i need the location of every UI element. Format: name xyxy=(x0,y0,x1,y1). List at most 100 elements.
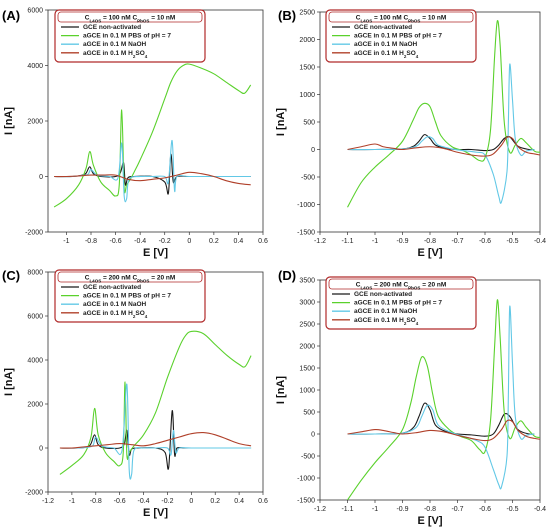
y-tick-label: 4000 xyxy=(27,358,43,365)
legend-box xyxy=(54,9,206,63)
legend-entry: aGCE in 0.1 M H2SO4 xyxy=(354,317,419,326)
y-tick-label: 1500 xyxy=(299,65,315,72)
x-tick-label: 0.2 xyxy=(210,498,220,505)
x-tick-label: -0.6 xyxy=(479,238,491,245)
y-tick-label: 0 xyxy=(311,432,315,439)
y-tick-label: 1000 xyxy=(299,388,315,395)
x-tick-label: -1.2 xyxy=(314,238,326,245)
y-tick-label: -1000 xyxy=(297,202,315,209)
x-tick-label: 0.2 xyxy=(209,238,219,245)
x-tick-label: -0.7 xyxy=(451,506,463,513)
series-line-agce-in-0-1-m-h2so4 xyxy=(347,136,540,157)
x-tick-label: -0.6 xyxy=(479,506,491,513)
panel-b: -1.2 -1.1 -1 -0.9 -0.8 -0.7 -0.6 -0.5 -0.4 -1500 -… xyxy=(275,8,546,259)
y-tick-label: 500 xyxy=(303,120,315,127)
x-tick-label: -0.9 xyxy=(396,238,408,245)
x-tick-label: -1.1 xyxy=(341,238,353,245)
x-tick-label: -0.4 xyxy=(134,238,146,245)
y-tick-label: -2000 xyxy=(25,490,43,497)
x-tick-label: -0.2 xyxy=(159,238,171,245)
x-tick-label: 0 xyxy=(187,238,191,245)
y-tick-label: -500 xyxy=(301,175,315,182)
x-tick-label: -0.8 xyxy=(85,238,97,245)
y-tick-label: 2000 xyxy=(27,402,43,409)
series-group xyxy=(347,299,540,500)
x-axis-label: E [V] xyxy=(417,247,442,259)
y-tick-label: 3500 xyxy=(299,278,315,285)
legend-title: CL4OS = 100 nM CPbOS = 10 nM xyxy=(85,15,176,24)
x-tick-label: -0.6 xyxy=(114,498,126,505)
y-axis-label: I [nA] xyxy=(275,376,287,404)
y-tick-label: 0 xyxy=(311,147,315,154)
legend-entry: aGCE in 0.1 M PBS of pH = 7 xyxy=(354,300,442,307)
legend-entry: GCE non-activated xyxy=(83,284,141,291)
legend-title-box xyxy=(328,11,474,23)
legend-entry: aGCE in 0.1 M PBS of pH = 7 xyxy=(83,33,171,40)
y-tick-label: 500 xyxy=(303,410,315,417)
x-tick-label: -0.6 xyxy=(110,238,122,245)
y-tick-label: 3000 xyxy=(299,300,315,307)
legend-entry: GCE non-activated xyxy=(83,24,141,31)
y-tick-label: 2000 xyxy=(299,37,315,44)
series-line-gce-non-activated xyxy=(347,402,535,437)
y-tick-label: 1000 xyxy=(299,92,315,99)
x-tick-label: -0.8 xyxy=(424,506,436,513)
legend-box xyxy=(325,9,477,63)
x-tick-label: -0.4 xyxy=(534,238,546,245)
x-tick-label: -0.5 xyxy=(506,506,518,513)
panel-label: (B) xyxy=(278,8,296,23)
x-tick-label: -0.7 xyxy=(451,238,463,245)
panel-d: -1.2 -1.1 -1 -0.9 -0.8 -0.7 -0.6 -0.5 -0.4 -1500 -… xyxy=(275,268,546,527)
legend-entry: GCE non-activated xyxy=(354,291,412,298)
legend-title-box xyxy=(328,278,474,290)
legend-title-box xyxy=(57,11,203,23)
y-axis-label: I [nA] xyxy=(3,368,15,396)
panel-a: -1 -0.8 -0.6 -0.4 -0.2 0 0.2 0.4 0.6 -2000 0 2000 40… xyxy=(2,8,268,260)
series-group xyxy=(59,330,252,480)
y-tick-label: 0 xyxy=(39,446,43,453)
x-tick-label: -0.4 xyxy=(138,498,150,505)
legend-entry: aGCE in 0.1 M NaOH xyxy=(354,308,418,315)
legend-entry: aGCE in 0.1 M H2SO4 xyxy=(83,50,148,59)
y-tick-label: 2000 xyxy=(27,119,43,126)
x-tick-label: -1.1 xyxy=(341,506,353,513)
y-tick-label: 0 xyxy=(39,174,43,181)
y-tick-label: 2500 xyxy=(299,10,315,17)
y-tick-label: 2500 xyxy=(299,322,315,329)
legend-title: CL4OS = 100 nM CPbOS = 10 nM xyxy=(356,15,447,24)
y-tick-label: -1000 xyxy=(297,476,315,483)
y-tick-label: -2000 xyxy=(25,230,43,237)
legend-entry: aGCE in 0.1 M PBS of pH = 7 xyxy=(354,33,442,40)
y-tick-label: -1500 xyxy=(297,230,315,237)
panel-label: (C) xyxy=(2,268,20,283)
x-tick-label: -1 xyxy=(372,506,378,513)
x-tick-label: 0.4 xyxy=(234,238,244,245)
x-tick-label: -0.8 xyxy=(90,498,102,505)
legend-box xyxy=(325,276,477,330)
x-tick-label: -1 xyxy=(372,238,378,245)
y-tick-label: -500 xyxy=(301,454,315,461)
series-line-agce-in-0-1-m-h2so4 xyxy=(59,432,252,449)
x-tick-label: -0.4 xyxy=(534,506,546,513)
y-tick-label: 8000 xyxy=(27,270,43,277)
series-group xyxy=(53,63,252,208)
legend-entry: aGCE in 0.1 M NaOH xyxy=(83,301,147,308)
legend-entry: aGCE in 0.1 M NaOH xyxy=(83,41,147,48)
panel-c: -1.2 -1 -0.8 -0.6 -0.4 -0.2 0 0.2 0.4 0.6 -2000 0 20… xyxy=(2,268,268,519)
series-line-agce-in-0-1-m-pbs-of-ph-7 xyxy=(59,330,252,475)
legend-title: CL4OS = 200 nM CPbOS = 20 nM xyxy=(356,282,447,291)
x-tick-label: -1 xyxy=(63,238,69,245)
legend-entry: aGCE in 0.1 M H2SO4 xyxy=(83,310,148,319)
series-line-agce-in-0-1-m-h2so4 xyxy=(54,171,251,186)
y-axis-label: I [nA] xyxy=(3,107,15,135)
x-tick-label: -0.5 xyxy=(506,238,518,245)
x-tick-label: -0.2 xyxy=(161,498,173,505)
legend-box xyxy=(54,269,206,323)
x-tick-label: -1.2 xyxy=(42,498,54,505)
series-line-agce-in-0-1-m-h2so4 xyxy=(347,419,540,442)
y-tick-label: 2000 xyxy=(299,344,315,351)
